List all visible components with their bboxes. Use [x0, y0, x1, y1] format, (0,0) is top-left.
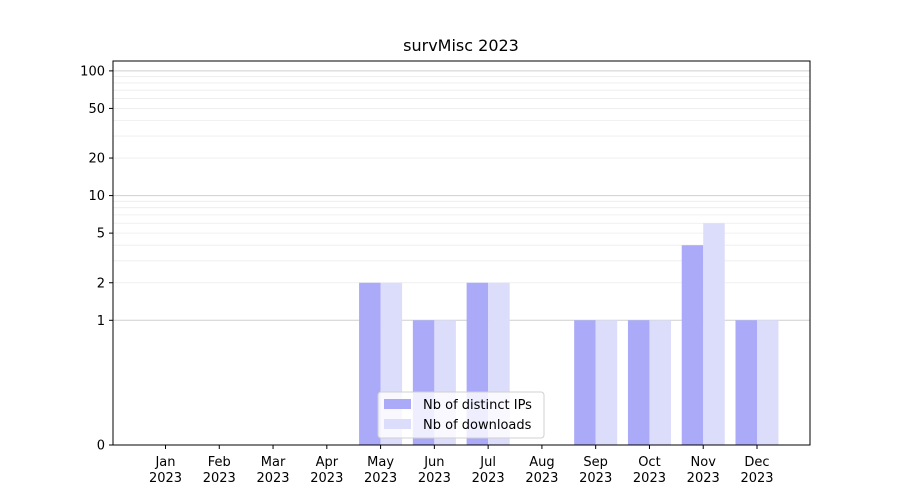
- x-tick-label: Jan 2023: [149, 455, 182, 486]
- y-tick-label: 50: [88, 102, 105, 117]
- bar-downloads: [649, 320, 671, 445]
- x-tick-label: Dec 2023: [740, 455, 773, 486]
- x-tick-label: Feb 2023: [203, 455, 236, 486]
- y-tick-label: 5: [97, 227, 105, 242]
- bar-downloads: [757, 320, 779, 445]
- y-tick-label: 0: [97, 439, 105, 454]
- bar-distinct-ips: [359, 282, 381, 445]
- x-tick-label: Aug 2023: [525, 455, 558, 486]
- bar-distinct-ips: [574, 320, 596, 445]
- bar-distinct-ips: [627, 320, 650, 445]
- legend-swatch: [384, 419, 411, 429]
- x-tick-label: Jun 2023: [418, 455, 451, 486]
- x-tick-label: Nov 2023: [687, 455, 720, 486]
- legend-label: Nb of downloads: [423, 418, 532, 433]
- bar-distinct-ips: [735, 320, 757, 445]
- y-tick-label: 2: [97, 276, 105, 291]
- y-tick-label: 10: [88, 189, 105, 204]
- legend: Nb of distinct IPs Nb of downloads: [377, 391, 545, 439]
- bar-downloads: [595, 320, 618, 445]
- x-tick-label: Jul 2023: [472, 455, 505, 486]
- bar-distinct-ips: [681, 245, 704, 445]
- bar-downloads: [703, 223, 725, 445]
- legend-label: Nb of distinct IPs: [423, 398, 532, 413]
- x-tick-label: Sep 2023: [579, 455, 612, 486]
- y-tick-label: 100: [80, 64, 105, 79]
- x-tick-label: Apr 2023: [310, 455, 343, 486]
- axes: 0 1 2 5 10 20 50 100 Jan 2023 Feb 2023 Mar 2023 Apr 202…: [80, 60, 811, 486]
- x-tick-label: Mar 2023: [256, 455, 289, 486]
- legend-swatch: [384, 399, 411, 409]
- x-tick-label: May 2023: [364, 455, 397, 486]
- x-tick-label: Oct 2023: [633, 455, 666, 486]
- y-tick-label: 20: [88, 152, 105, 167]
- chart-title: survMisc 2023: [403, 36, 519, 55]
- legend-box: [377, 391, 545, 439]
- y-tick-label: 1: [97, 314, 105, 329]
- plot-frame: [112, 60, 811, 446]
